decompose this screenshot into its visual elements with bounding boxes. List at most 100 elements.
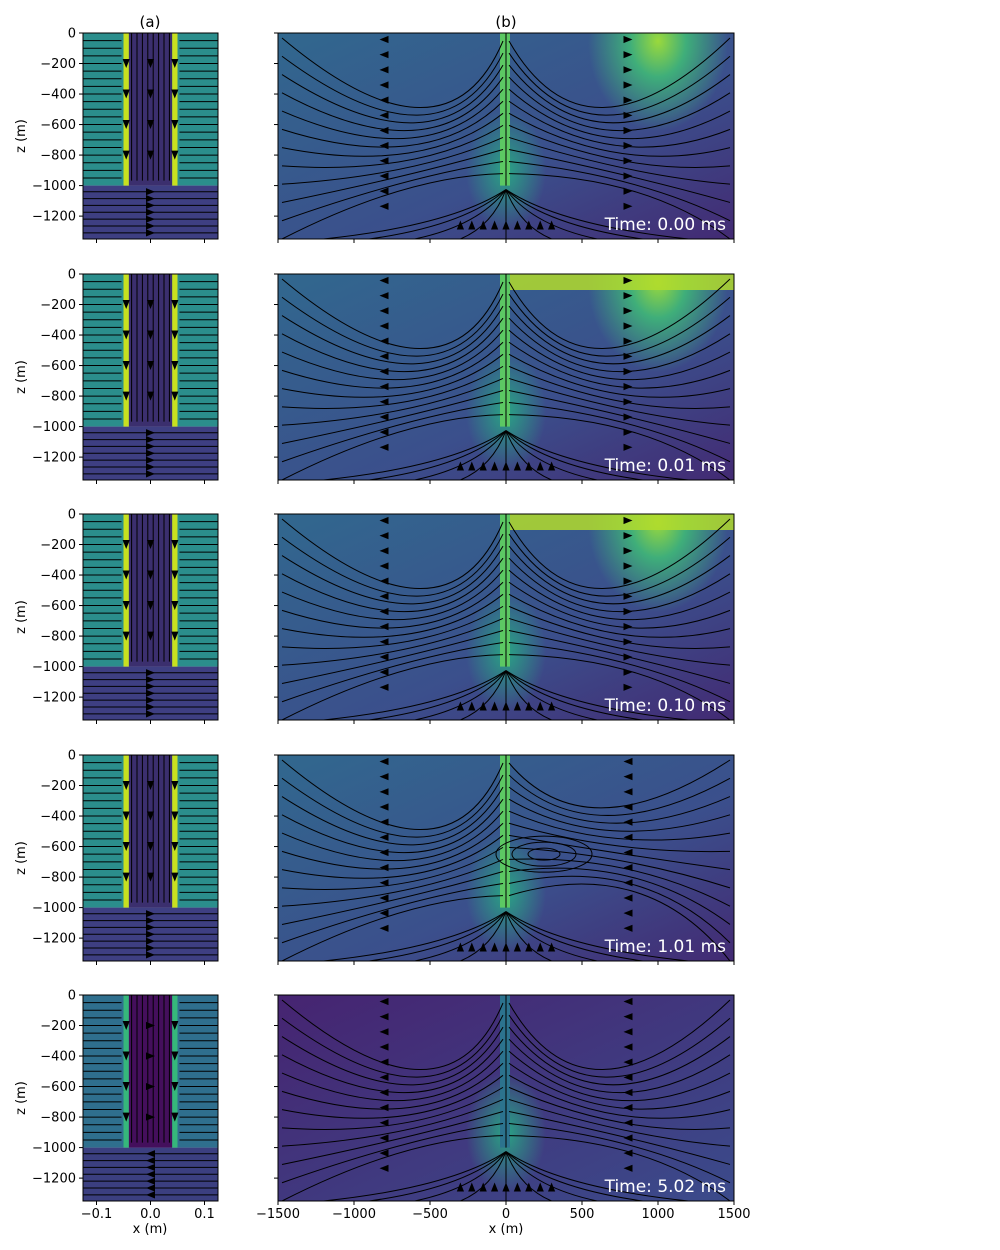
- streamline: [281, 1098, 504, 1147]
- streamline-arrow: [171, 540, 179, 550]
- streamline: [505, 1151, 598, 1201]
- streamline: [323, 670, 507, 720]
- streamline-arrow: [171, 391, 179, 401]
- streamline: [281, 1026, 504, 1086]
- streamline-arrow: [146, 1184, 155, 1192]
- streamline-arrow: [623, 337, 633, 345]
- streamline: [281, 341, 504, 389]
- streamline-arrow: [623, 398, 633, 406]
- streamline-arrow: [379, 1058, 389, 1066]
- streamline: [508, 64, 731, 124]
- streamline-arrow: [623, 66, 633, 74]
- streamline-arrow: [379, 126, 389, 135]
- y-tick-label: −600: [40, 599, 76, 614]
- streamline: [505, 911, 643, 961]
- streamline: [460, 670, 507, 720]
- casing-wall-right: [172, 995, 178, 1148]
- streamline-arrow: [623, 383, 633, 391]
- streamline-arrow: [379, 187, 389, 195]
- panel-4: 0 −200 −400 −600 −800 −1000 −1200 z (m) −0.1 0.0 0…: [14, 989, 751, 1223]
- streamline: [505, 189, 643, 239]
- streamline-arrow: [146, 449, 155, 457]
- surface-glow: [588, 514, 728, 612]
- streamline-arrow: [379, 532, 389, 540]
- streamline: [369, 670, 507, 720]
- streamline: [369, 1151, 507, 1201]
- streamline-arrow: [146, 120, 155, 130]
- streamline-arrow: [146, 1163, 155, 1172]
- streamline-arrow: [623, 111, 633, 119]
- x-tick-label: 500: [570, 1207, 595, 1222]
- streamline: [508, 557, 731, 613]
- y-tick-label: −200: [40, 298, 76, 313]
- streamline: [460, 189, 507, 239]
- streamline-arrow: [146, 923, 155, 932]
- right-axes: Time: 0.00 ms: [277, 32, 735, 243]
- streamline: [281, 858, 504, 907]
- streamline: [281, 293, 504, 357]
- streamline-arrow: [513, 461, 521, 471]
- streamline-arrow: [491, 461, 499, 471]
- left-plot-area: [83, 755, 218, 961]
- streamline: [505, 911, 598, 961]
- streamline: [508, 112, 731, 157]
- streamline: [508, 353, 731, 398]
- streamline: [323, 911, 507, 961]
- streamline: [505, 430, 689, 480]
- streamline-arrow: [623, 142, 633, 150]
- streamline: [508, 414, 731, 480]
- streamline-arrow: [146, 930, 155, 938]
- streamline-arrow: [491, 220, 499, 230]
- y-tick-label: −1000: [32, 660, 76, 675]
- streamline: [508, 402, 731, 463]
- x-tick-label: 0.0: [140, 1207, 161, 1222]
- time-label: Time: 5.02 ms: [604, 1177, 727, 1197]
- streamline-arrow: [146, 442, 155, 451]
- streamline-arrow: [146, 910, 155, 918]
- streamline-arrow: [146, 470, 155, 478]
- panel-grid: 0 −200 −400 −600 −800 −1000 −1200 z (m) Time: 0.…: [14, 27, 751, 1223]
- streamline-arrow: [379, 803, 389, 811]
- streamline: [508, 52, 731, 116]
- streamline: [508, 875, 731, 944]
- streamline: [508, 365, 731, 409]
- y-tick-label: −1000: [32, 179, 76, 194]
- streamline-arrow: [525, 1182, 533, 1192]
- streamline: [414, 189, 507, 239]
- x-tick-label: 1000: [641, 1207, 674, 1222]
- streamline-arrow: [379, 66, 389, 74]
- streamline-arrow: [623, 35, 633, 44]
- streamline: [281, 895, 504, 961]
- streamline: [505, 670, 598, 720]
- streamline-arrow: [623, 157, 633, 165]
- streamline-arrow: [379, 773, 389, 781]
- y-tick-label: −1200: [32, 210, 76, 225]
- casing-wall-left: [123, 995, 129, 1148]
- streamline: [281, 136, 504, 185]
- panel-2: 0 −200 −400 −600 −800 −1000 −1200 z (m) Time: 0.…: [14, 508, 735, 724]
- left-axes: 0 −200 −400 −600 −800 −1000 −1200 z (m): [14, 508, 219, 724]
- streamline-arrow: [379, 96, 389, 104]
- streamline-arrow: [171, 89, 179, 99]
- streamline-arrow: [146, 456, 155, 464]
- streamline-arrow: [513, 1182, 521, 1192]
- streamline-arrow: [513, 942, 521, 952]
- x-label-right: x (m): [489, 1222, 524, 1237]
- streamline-arrow: [379, 352, 389, 360]
- vortex-streamline: [527, 847, 561, 861]
- streamline: [281, 1014, 504, 1078]
- streamline-arrow: [502, 1182, 510, 1192]
- streamline-arrow: [623, 516, 633, 525]
- streamline: [281, 37, 504, 109]
- streamline: [508, 1098, 731, 1147]
- streamline-arrow: [623, 1088, 633, 1097]
- streamline-arrow: [536, 942, 544, 952]
- streamline-arrow: [146, 1170, 155, 1178]
- streamline: [281, 883, 504, 944]
- left-plot-area: [83, 514, 218, 720]
- x-tick-label: 1500: [717, 1207, 750, 1222]
- streamline-arrow: [502, 701, 510, 711]
- streamline-arrow: [146, 391, 155, 401]
- streamline-arrow: [623, 202, 633, 210]
- right-plot-area: [278, 274, 734, 480]
